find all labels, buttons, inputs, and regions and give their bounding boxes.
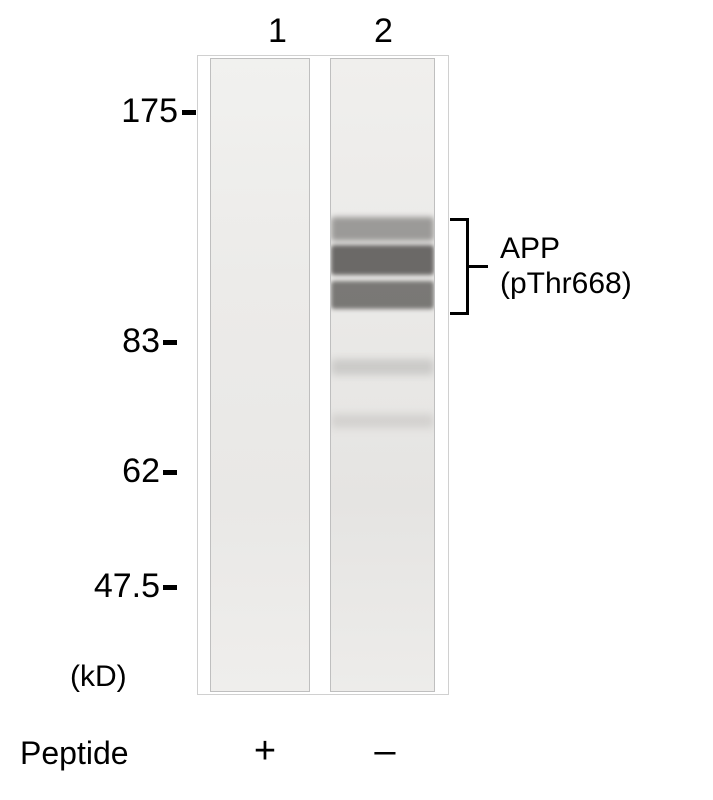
bracket-mid-arm [466, 265, 488, 268]
band-2 [331, 245, 434, 275]
blot-figure: 1 2 175 83 62 47.5 (kD) APP (pThr668) Pe… [0, 0, 713, 800]
marker-tick-62 [163, 470, 177, 475]
marker-175: 175 [98, 92, 178, 131]
annotation-line-1: APP [500, 232, 632, 267]
band-3 [331, 281, 434, 309]
band-4 [331, 359, 434, 375]
marker-83: 83 [98, 322, 160, 361]
marker-unit: (kD) [70, 660, 127, 694]
lane-2 [330, 58, 435, 692]
peptide-label: Peptide [20, 735, 129, 772]
peptide-minus: – [370, 730, 400, 773]
lane-header-2: 2 [374, 12, 393, 51]
marker-62: 62 [98, 452, 160, 491]
marker-tick-47-5 [163, 585, 177, 590]
bracket-top-arm [450, 218, 466, 221]
lane-1 [210, 58, 310, 692]
annotation-line-2: (pThr668) [500, 267, 632, 302]
annotation-label: APP (pThr668) [500, 232, 632, 301]
bracket-bottom-arm [450, 312, 466, 315]
lane-header-1: 1 [268, 12, 287, 51]
marker-47-5: 47.5 [72, 567, 160, 606]
marker-tick-83 [163, 340, 177, 345]
band-1 [331, 217, 434, 241]
marker-tick-175 [182, 110, 196, 115]
band-5 [331, 414, 434, 428]
peptide-plus: + [250, 730, 280, 773]
